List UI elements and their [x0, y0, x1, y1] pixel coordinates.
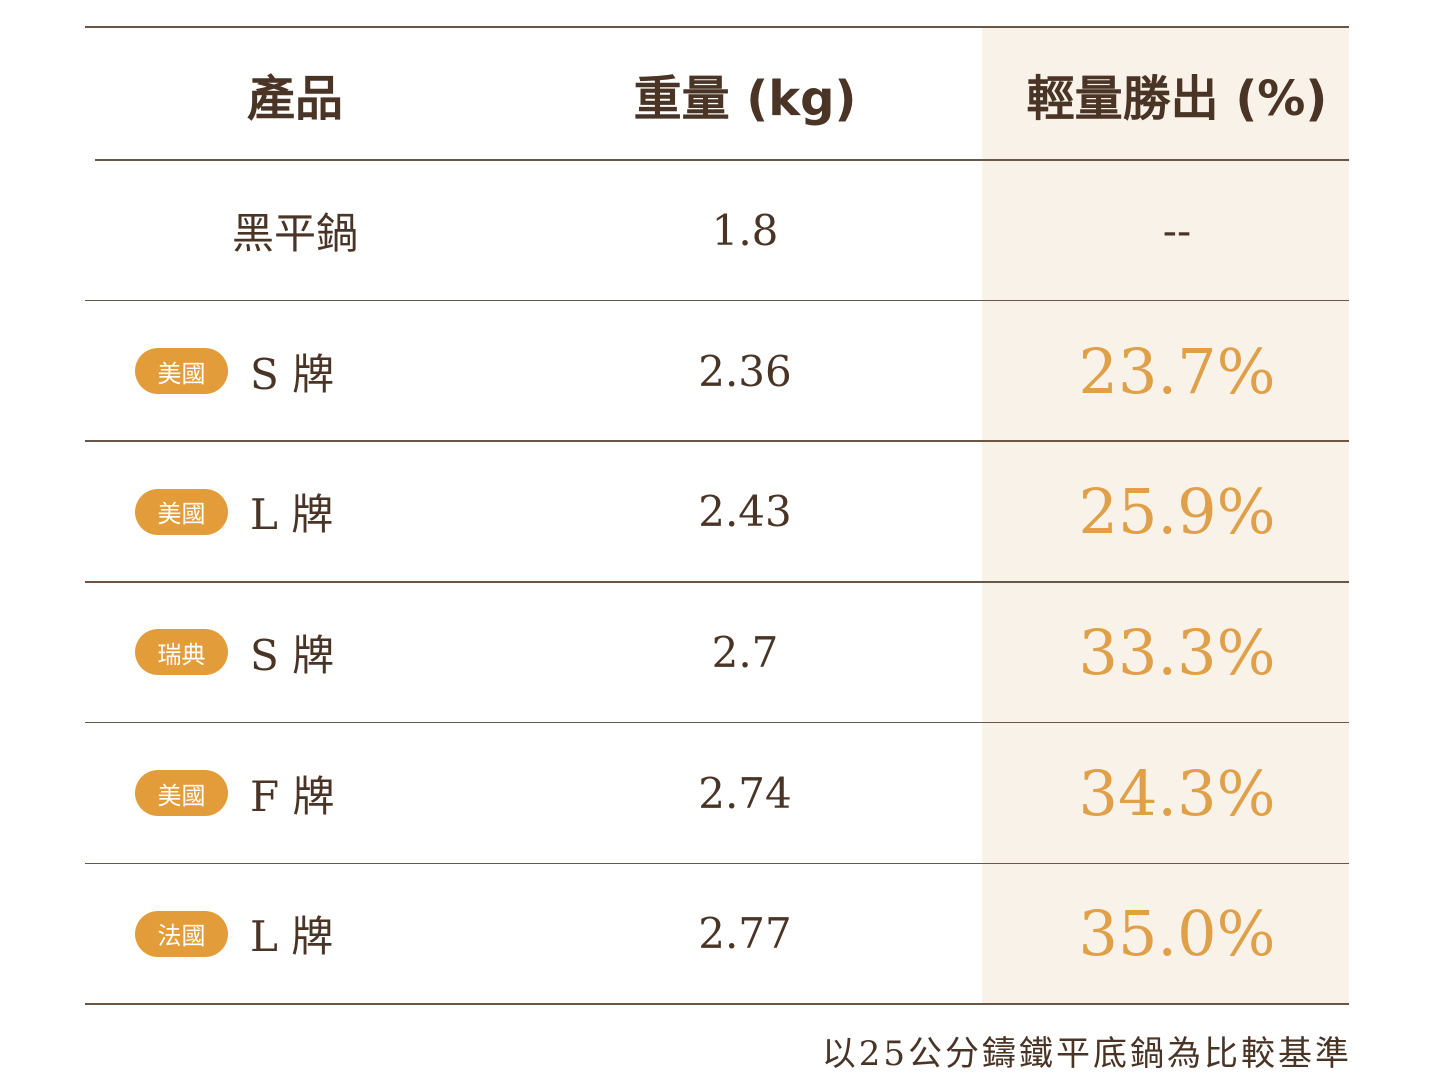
country-badge: 法國 — [135, 910, 228, 957]
product-cell: 美國 S 牌 — [135, 301, 495, 442]
rule — [85, 299, 1349, 302]
weight-cell: 2.74 — [698, 768, 792, 818]
highlight-column — [982, 27, 1349, 1004]
saving-cell: 33.3% — [1078, 615, 1276, 689]
rule — [95, 159, 1349, 161]
rule — [85, 26, 1349, 28]
country-badge: 美國 — [135, 488, 228, 535]
country-badge: 美國 — [135, 348, 228, 395]
product-name: L 牌 — [250, 490, 334, 540]
header-cell: 產品 — [246, 70, 343, 127]
country-badge: 美國 — [135, 770, 228, 817]
footnote: 以25公分鑄鐵平底鍋為比較基準 — [821, 1034, 1352, 1074]
saving-cell: 23.7% — [1078, 334, 1276, 408]
product-cell: 美國 L 牌 — [135, 441, 495, 582]
country-badge: 瑞典 — [135, 629, 228, 676]
rule — [85, 862, 1349, 864]
rule — [85, 581, 1349, 583]
weight-cell: 2.77 — [698, 909, 792, 959]
product-cell: 瑞典 S 牌 — [135, 582, 495, 723]
product-name: S 牌 — [250, 630, 335, 680]
product-cell: 美國 F 牌 — [135, 723, 495, 864]
saving-cell: 35.0% — [1078, 897, 1276, 971]
product-cell: 法國 L 牌 — [135, 864, 495, 1005]
rule — [85, 721, 1349, 724]
weight-cell: 2.43 — [698, 487, 792, 537]
saving-cell: 25.9% — [1078, 475, 1276, 549]
product-name: F 牌 — [250, 771, 335, 821]
product-cell: 黑平鍋 — [95, 160, 495, 301]
saving-cell: -- — [1162, 205, 1192, 255]
rule — [85, 440, 1349, 442]
product-name: 黑平鍋 — [231, 208, 358, 258]
weight-cell: 1.8 — [711, 205, 779, 255]
rule — [85, 1003, 1349, 1005]
weight-cell: 2.36 — [698, 346, 792, 396]
saving-cell: 34.3% — [1078, 756, 1276, 830]
product-name: S 牌 — [250, 349, 335, 399]
product-name: L 牌 — [250, 912, 334, 962]
header-cell: 輕量勝出 (%) — [1026, 70, 1328, 127]
header-cell: 重量 (kg) — [633, 70, 857, 127]
weight-cell: 2.7 — [711, 627, 779, 677]
